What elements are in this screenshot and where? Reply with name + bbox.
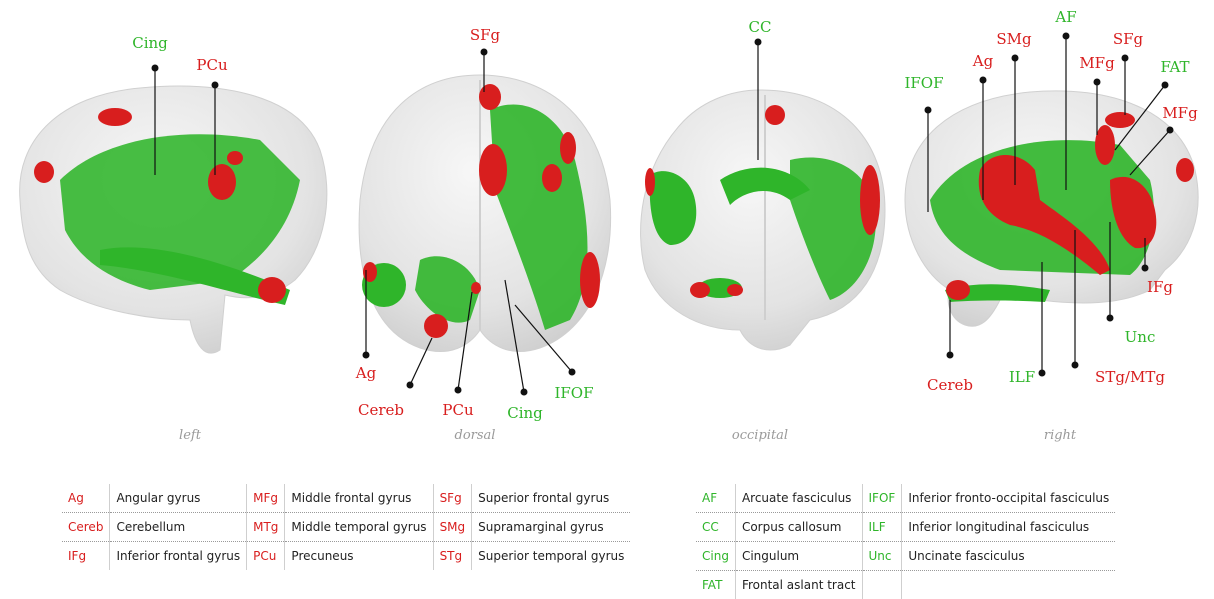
label-right-stg-mtg: STg/MTg xyxy=(1095,368,1165,386)
label-occipital-cc: CC xyxy=(749,18,772,36)
legend-gray-name: Middle temporal gyrus xyxy=(285,513,433,542)
legend-gray-name: Superior frontal gyrus xyxy=(472,484,631,513)
legend-white-name xyxy=(902,571,1115,599)
label-left-pcu: PCu xyxy=(196,56,228,74)
caption-dorsal: dorsal xyxy=(455,428,496,443)
label-right-fat: FAT xyxy=(1160,58,1189,76)
legend-gray-name: Superior temporal gyrus xyxy=(472,542,631,571)
legend-white-abbrev xyxy=(862,571,902,599)
legend-gray-abbrev: SMg xyxy=(433,513,472,542)
legend-gray-abbrev: Ag xyxy=(62,484,110,513)
legend-gray-abbrev: MFg xyxy=(247,484,285,513)
label-right-unc: Unc xyxy=(1125,328,1156,346)
label-dorsal-cereb: Cereb xyxy=(358,401,404,419)
legend-gray-name: Middle frontal gyrus xyxy=(285,484,433,513)
legend-gray-abbrev: IFg xyxy=(62,542,110,571)
label-dorsal-pcu: PCu xyxy=(442,401,474,419)
legend-white-abbrev: FAT xyxy=(696,571,735,599)
label-right-ifg: IFg xyxy=(1147,278,1173,296)
legend-gray-name: Angular gyrus xyxy=(110,484,247,513)
legend-gray-name: Cerebellum xyxy=(110,513,247,542)
legend-white-name: Inferior fronto-occipital fasciculus xyxy=(902,484,1115,513)
brain-figure: Cing PCu SFg Ag Cereb PCu Cing IFOF xyxy=(0,0,1214,440)
label-right-sfg: SFg xyxy=(1113,30,1144,48)
legend-gray-name: Inferior frontal gyrus xyxy=(110,542,247,571)
legend-white-name: Cingulum xyxy=(735,542,862,571)
caption-occipital: occipital xyxy=(732,428,788,443)
label-right-cereb: Cereb xyxy=(927,376,973,394)
legend-white-abbrev: IFOF xyxy=(862,484,902,513)
label-right-ifof: IFOF xyxy=(904,74,943,92)
legend-gray-abbrev: MTg xyxy=(247,513,285,542)
legend-gray-name: Supramarginal gyrus xyxy=(472,513,631,542)
caption-right: right xyxy=(1044,428,1076,443)
legend-gray-abbrev: STg xyxy=(433,542,472,571)
label-right-mfg1: MFg xyxy=(1079,54,1115,72)
brain-left-view: Cing PCu xyxy=(20,34,327,353)
brain-occipital-view: CC xyxy=(641,18,885,350)
legend-white-name: Frontal aslant tract xyxy=(735,571,862,599)
label-dorsal-cing: Cing xyxy=(507,404,543,422)
label-dorsal-sfg: SFg xyxy=(470,26,501,44)
label-right-af: AF xyxy=(1054,8,1076,26)
label-right-ilf: ILF xyxy=(1009,368,1035,386)
legend-gray-abbrev: Cereb xyxy=(62,513,110,542)
label-dorsal-ifof: IFOF xyxy=(554,384,593,402)
legend-white-abbrev: AF xyxy=(696,484,735,513)
legend-white-abbrev: ILF xyxy=(862,513,902,542)
legend-white-abbrev: Cing xyxy=(696,542,735,571)
legend-gray-name: Precuneus xyxy=(285,542,433,571)
legend-gray-abbrev: PCu xyxy=(247,542,285,571)
legend-white-name: Corpus callosum xyxy=(735,513,862,542)
legend-white-abbrev: Unc xyxy=(862,542,902,571)
label-left-cing: Cing xyxy=(132,34,168,52)
legend-gray-abbrev: SFg xyxy=(433,484,472,513)
legend-white-name: Inferior longitudinal fasciculus xyxy=(902,513,1115,542)
label-right-mfg2: MFg xyxy=(1162,104,1198,122)
legend-white-name: Arcuate fasciculus xyxy=(735,484,862,513)
label-right-smg: SMg xyxy=(996,30,1032,48)
legend-white-name: Uncinate fasciculus xyxy=(902,542,1115,571)
caption-left: left xyxy=(179,428,201,443)
label-right-ag: Ag xyxy=(972,52,994,70)
brain-right-view: IFOF Ag SMg AF MFg SFg FAT MFg IFg Unc I… xyxy=(904,8,1198,394)
label-dorsal-ag: Ag xyxy=(355,364,377,382)
brain-dorsal-view: SFg Ag Cereb PCu Cing IFOF xyxy=(355,26,611,422)
legend-white-abbrev: CC xyxy=(696,513,735,542)
